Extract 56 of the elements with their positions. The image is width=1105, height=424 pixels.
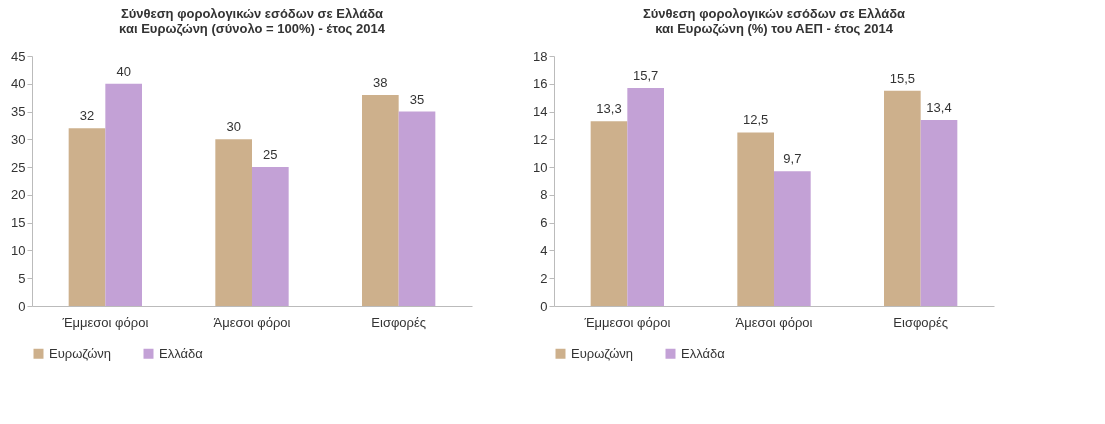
y-tick-label: 16 [533,76,548,92]
bar [105,83,142,306]
bar [590,121,628,306]
y-tick-label: 35 [11,104,26,120]
data-label: 9,7 [783,151,802,167]
data-label: 13,3 [596,101,622,117]
data-label: 35 [409,91,425,107]
bar [884,90,921,306]
data-label: 40 [116,63,131,79]
data-label: 38 [373,74,388,90]
y-tick-label: 45 [11,48,26,64]
chart-title: Σύνθεση φορολογικών εσόδων σε Ελλάδα και Ευρωζώνη (%) του ΑΕΠ - έτος 2014 [642,6,906,36]
data-label: 13,4 [926,99,952,115]
y-tick-label: 25 [11,159,26,175]
x-tick-label: Εισφορές [893,314,949,330]
x-tick-label: Έμμεσοι φόροι [61,314,149,330]
y-tick-label: 0 [540,298,548,314]
y-tick-label: 0 [18,298,26,314]
data-label: 32 [79,108,95,124]
y-tick-label: 40 [11,76,26,92]
legend-label: Ευρωζώνη [571,345,634,361]
y-tick-label: 2 [540,270,548,286]
bar [68,128,106,306]
y-tick-label: 20 [11,187,26,203]
y-tick-label: 10 [11,242,26,258]
data-label: 15,5 [889,70,915,86]
bar [774,171,811,306]
legend-label: Ελλάδα [159,345,204,361]
bar [252,167,289,306]
y-tick-label: 5 [18,270,26,286]
y-tick-label: 15 [11,215,26,231]
data-label: 12,5 [743,112,769,128]
y-tick-label: 10 [533,159,548,175]
x-tick-label: Άμεσοι φόροι [735,314,813,330]
bar [398,111,436,306]
y-tick-label: 18 [533,48,548,64]
chart-title: Σύνθεση φορολογικών εσόδων σε Ελλάδα και Ευρωζώνη (σύνολο = 100%) - έτος 2014 [119,6,386,36]
x-tick-label: Εισφορές [371,314,427,330]
x-tick-label: Άμεσοι φόροι [213,314,291,330]
bar [737,132,774,306]
bar [215,139,252,306]
bar [920,119,958,306]
x-tick-label: Έμμεσοι φόροι [583,314,671,330]
y-tick-label: 4 [540,242,548,258]
data-label: 30 [226,119,241,135]
y-tick-label: 14 [533,104,548,120]
bar [627,87,664,306]
legend-label: Ευρωζώνη [49,345,112,361]
y-tick-label: 30 [11,131,26,147]
data-label: 25 [263,147,278,163]
y-tick-label: 8 [540,187,548,203]
data-label: 15,7 [633,67,659,83]
bar [362,94,399,306]
legend-label: Ελλάδα [681,345,726,361]
y-tick-label: 6 [540,215,548,231]
y-tick-label: 12 [533,131,548,147]
